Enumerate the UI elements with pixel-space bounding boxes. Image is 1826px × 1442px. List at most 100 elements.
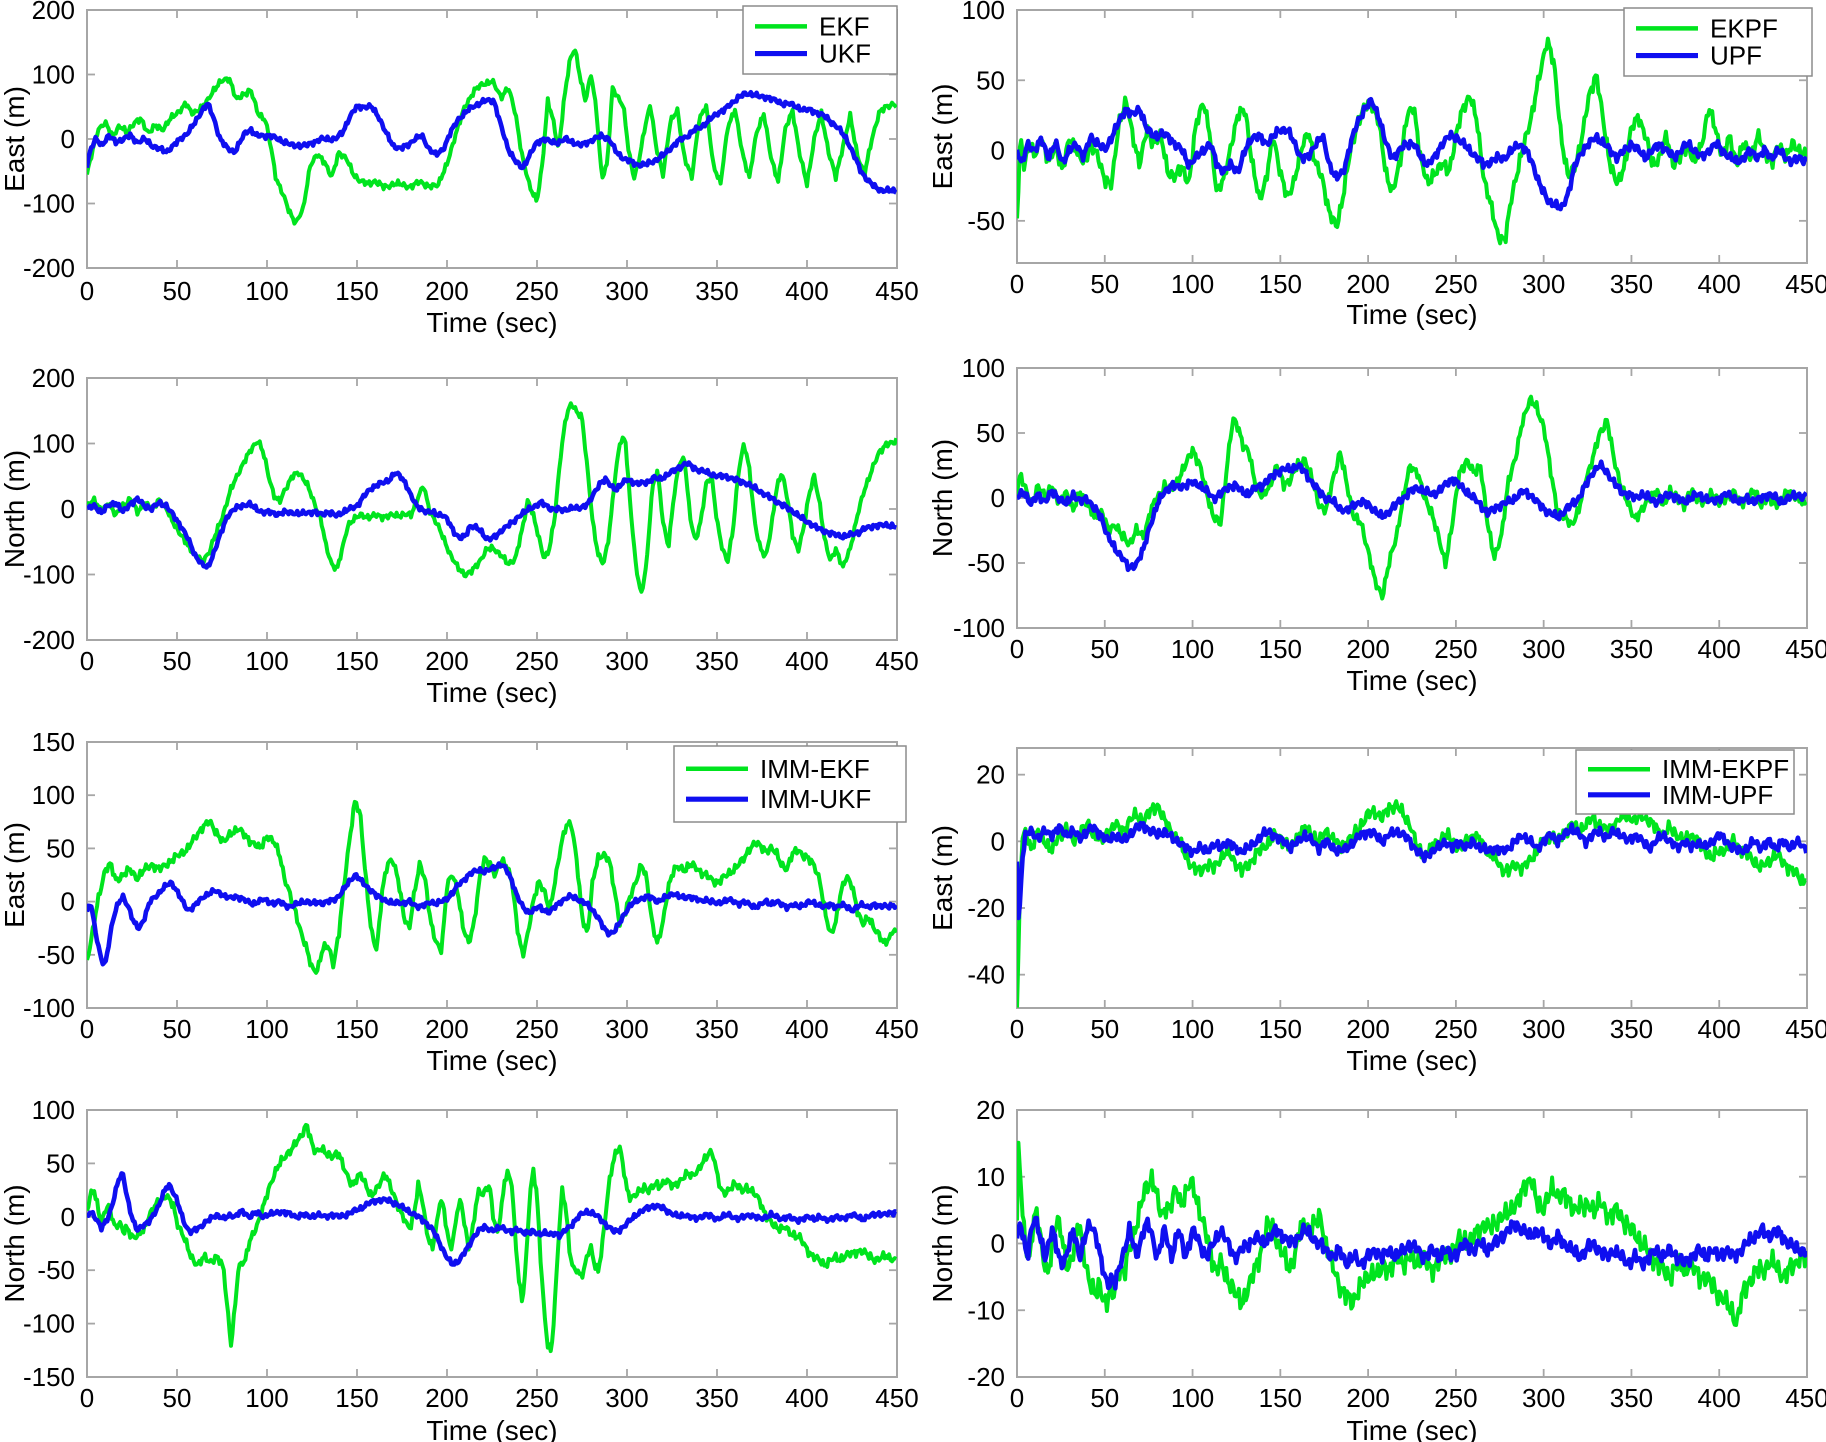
x-tick-label: 400 [785,646,828,676]
y-tick-label: -100 [23,1309,75,1339]
x-tick-label: 250 [1434,634,1477,664]
y-tick-label: 200 [32,0,75,25]
x-tick-label: 400 [1698,1014,1741,1044]
chart-ekpf-upf-east: 0 50 100 150 200 250 300 350 400 450 -50 0 50 100 Time… [927,0,1826,330]
x-tick-label: 300 [1522,634,1565,664]
x-tick-label: 50 [1090,1383,1119,1413]
x-tick-label: 0 [80,1014,94,1044]
axes-box [1016,9,1808,264]
legend-label: UKF [819,39,871,69]
y-tick-label: -50 [37,1255,75,1285]
y-tick-label: -50 [967,548,1005,578]
y-tick-label: 50 [46,1148,75,1178]
y-tick-label: 150 [32,727,75,757]
tick-marks [1016,367,1808,629]
legend-label: IMM-EKF [760,754,870,784]
x-tick-label: 50 [163,1014,192,1044]
x-tick-label: 250 [515,646,558,676]
y-tick-label: 50 [976,418,1005,448]
y-tick-label: 20 [976,760,1005,790]
chart-ekf-ukf-east: 0 50 100 150 200 250 300 350 400 450 -200 -100 0 100 2… [0,0,919,338]
x-tick-label: 250 [1434,269,1477,299]
x-tick-label: 200 [1346,1014,1389,1044]
y-tick-label: 10 [976,1162,1005,1192]
y-tick-label: 50 [976,65,1005,95]
y-tick-label: -50 [967,206,1005,236]
x-tick-label: 450 [1785,1014,1826,1044]
y-axis-label: North (m) [927,439,958,557]
x-tick-label: 400 [1698,634,1741,664]
x-axis-label: Time (sec) [426,1415,557,1442]
x-tick-label: 250 [515,1014,558,1044]
y-tick-label: 200 [32,363,75,393]
y-tick-label: -100 [953,613,1005,643]
series-imm-upf-line [1017,1215,1807,1291]
x-tick-label: 150 [1259,1383,1302,1413]
y-tick-label: -20 [967,893,1005,923]
series-imm-ekpf-line [1017,1140,1807,1327]
tick-marks [1016,9,1808,263]
y-tick-label: 20 [976,1095,1005,1125]
chart-imm-ekpf-upf-east: 0 50 100 150 200 250 300 350 400 450 -40 -20 0 20 Time… [927,747,1826,1076]
legend-box [1575,749,1795,815]
x-tick-label: 150 [335,1383,378,1413]
series-imm-ukf-line [87,1171,897,1267]
x-tick-label: 0 [1010,1014,1024,1044]
series-upf-line [1017,96,1807,212]
x-tick-label: 0 [1010,1383,1024,1413]
x-tick-label: 150 [335,276,378,306]
axes-box [86,741,898,1009]
x-tick-label: 150 [335,646,378,676]
chart-imm-ekpf-upf-north: 0 50 100 150 200 250 300 350 400 450 -20 -10 0 10 20 Ti… [927,1095,1826,1442]
y-tick-label: 100 [32,1095,75,1125]
x-tick-label: 200 [1346,634,1389,664]
y-axis-label: East (m) [927,84,958,190]
x-tick-label: 300 [605,276,648,306]
legend-label: EKF [819,11,870,41]
x-tick-label: 250 [1434,1014,1477,1044]
y-tick-label: 100 [32,780,75,810]
y-axis-label: East (m) [0,822,30,928]
chart-ekf-ukf-north: 0 50 100 150 200 250 300 350 400 450 -200 -100 0 100 2… [0,363,919,708]
x-tick-label: 200 [1346,269,1389,299]
x-tick-label: 400 [1698,269,1741,299]
x-tick-label: 0 [80,646,94,676]
y-tick-label: -50 [37,940,75,970]
y-tick-label: -200 [23,253,75,283]
x-axis-label: Time (sec) [1346,299,1477,330]
y-tick-label: -100 [23,560,75,590]
y-tick-label: -100 [23,189,75,219]
x-tick-label: 0 [1010,269,1024,299]
legend-label: IMM-EKPF [1662,754,1789,784]
y-tick-label: -100 [23,993,75,1023]
y-tick-label: -150 [23,1362,75,1392]
series-imm-ekf-line [87,799,897,975]
chart-imm-ekf-ukf-east: 0 50 100 150 200 250 300 350 400 450 -100 -50 0 50 100… [0,727,919,1076]
tick-marks [86,1109,898,1378]
series-ukf-line [87,89,897,195]
legend-box [742,5,898,75]
x-axis-label: Time (sec) [1346,665,1477,696]
x-tick-label: 200 [425,1383,468,1413]
legend-label: EKPF [1710,13,1778,43]
x-axis-label: Time (sec) [426,1045,557,1076]
x-tick-label: 300 [1522,1383,1565,1413]
series-upf-line [1017,459,1807,573]
x-tick-label: 100 [245,276,288,306]
x-axis-label: Time (sec) [426,677,557,708]
x-tick-label: 400 [785,1383,828,1413]
series-imm-ekpf-line [1017,799,1807,1008]
x-tick-label: 0 [80,1383,94,1413]
tick-marks [1016,1109,1808,1378]
y-axis-label: North (m) [0,1184,30,1302]
y-axis-label: North (m) [0,450,30,568]
x-axis-label: Time (sec) [426,307,557,338]
x-tick-label: 350 [695,1014,738,1044]
y-tick-label: 0 [61,1202,75,1232]
x-tick-label: 350 [1610,1014,1653,1044]
x-tick-label: 300 [1522,1014,1565,1044]
x-tick-label: 350 [1610,269,1653,299]
